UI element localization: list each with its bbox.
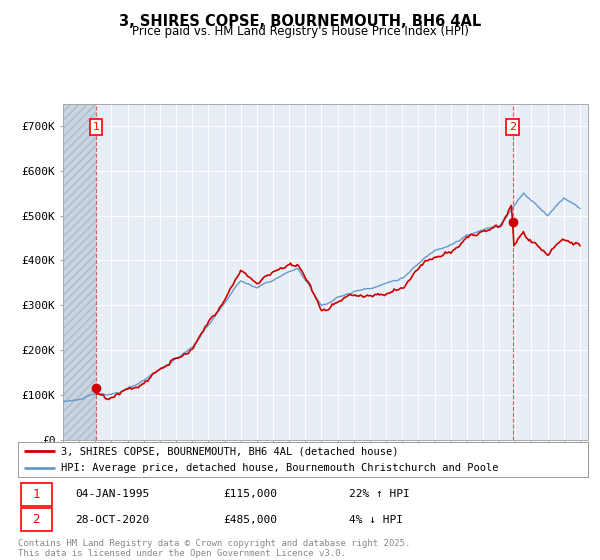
Text: £115,000: £115,000 [223, 489, 277, 500]
Text: 22% ↑ HPI: 22% ↑ HPI [349, 489, 409, 500]
Bar [63, 104, 96, 440]
Text: HPI: Average price, detached house, Bournemouth Christchurch and Poole: HPI: Average price, detached house, Bour… [61, 464, 498, 473]
Text: £485,000: £485,000 [223, 515, 277, 525]
Text: 3, SHIRES COPSE, BOURNEMOUTH, BH6 4AL (detached house): 3, SHIRES COPSE, BOURNEMOUTH, BH6 4AL (d… [61, 446, 398, 456]
Text: 2: 2 [509, 122, 516, 132]
Text: 04-JAN-1995: 04-JAN-1995 [75, 489, 149, 500]
Text: 2: 2 [32, 513, 40, 526]
Text: 3, SHIRES COPSE, BOURNEMOUTH, BH6 4AL: 3, SHIRES COPSE, BOURNEMOUTH, BH6 4AL [119, 14, 481, 29]
Text: Contains HM Land Registry data © Crown copyright and database right 2025.
This d: Contains HM Land Registry data © Crown c… [18, 539, 410, 558]
Text: 1: 1 [32, 488, 40, 501]
Text: 1: 1 [92, 122, 100, 132]
Text: 28-OCT-2020: 28-OCT-2020 [75, 515, 149, 525]
Text: 4% ↓ HPI: 4% ↓ HPI [349, 515, 403, 525]
Text: Price paid vs. HM Land Registry's House Price Index (HPI): Price paid vs. HM Land Registry's House … [131, 25, 469, 38]
FancyBboxPatch shape [21, 508, 52, 531]
FancyBboxPatch shape [21, 483, 52, 506]
